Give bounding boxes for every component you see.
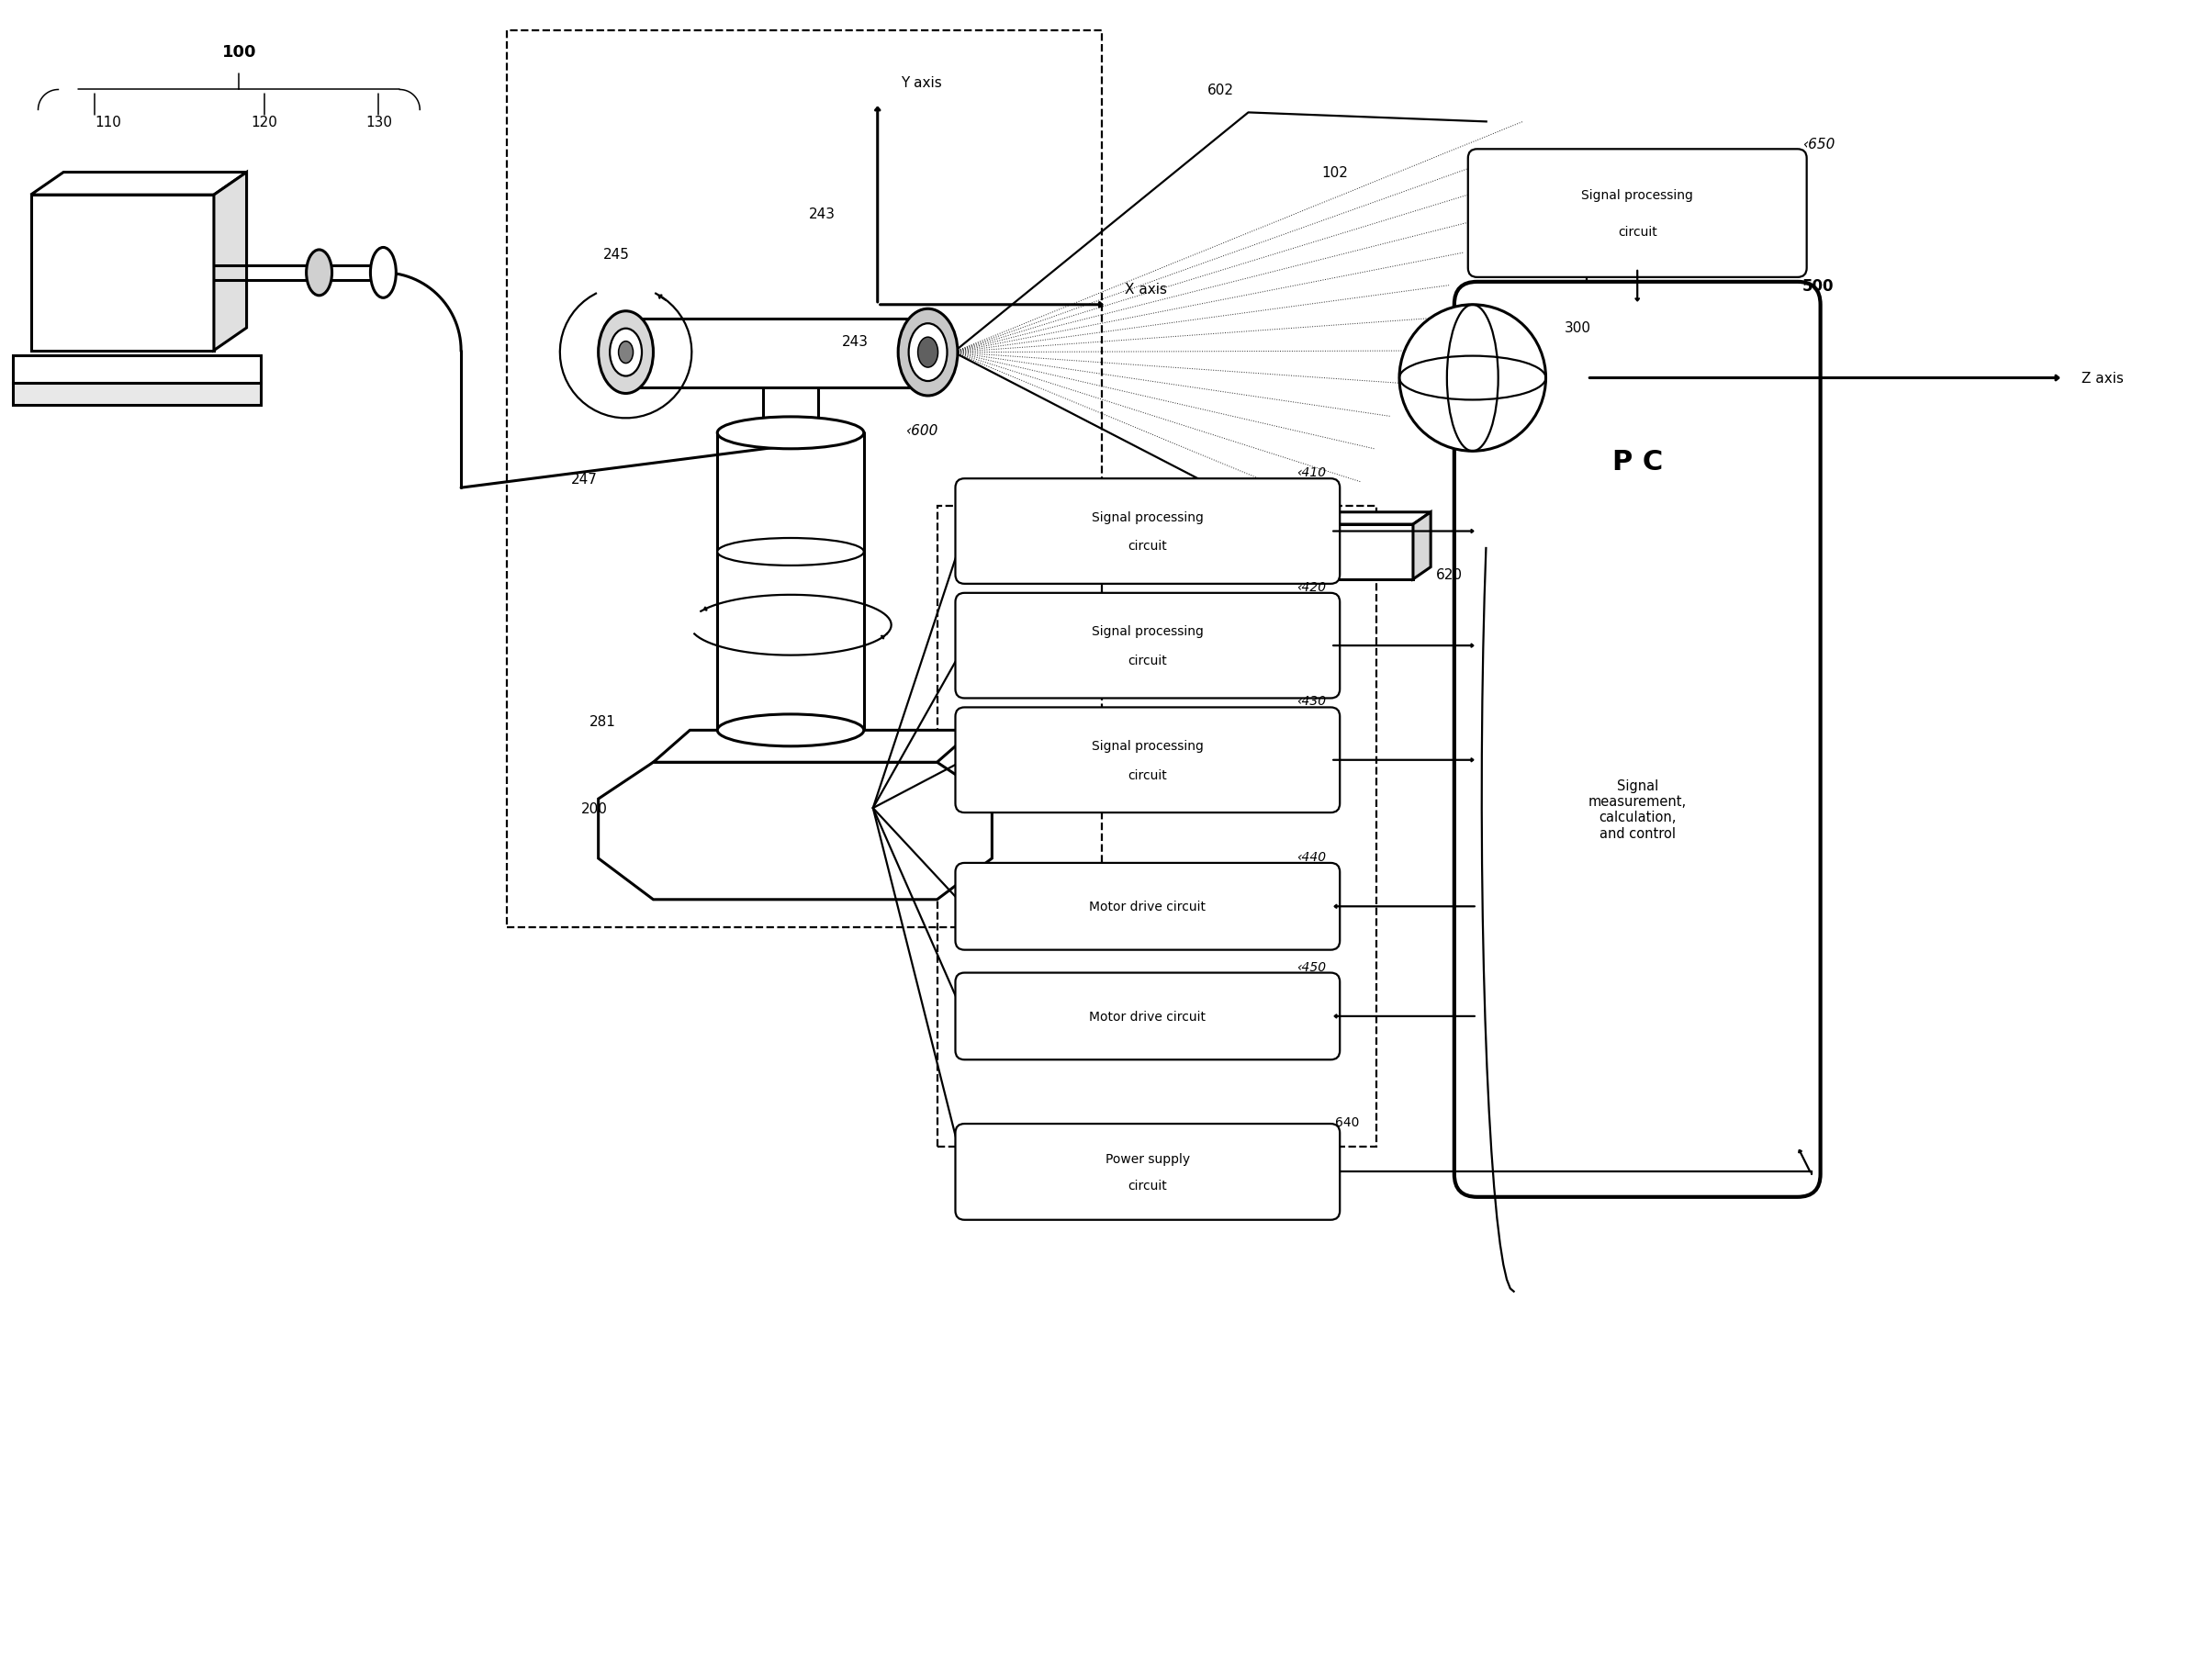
Text: 200: 200 xyxy=(581,801,607,815)
Text: 640: 640 xyxy=(1335,1116,1360,1129)
Text: Motor drive circuit: Motor drive circuit xyxy=(1089,1010,1206,1023)
Text: 620: 620 xyxy=(1437,568,1463,581)
Text: 120: 120 xyxy=(251,116,277,129)
Text: 243: 243 xyxy=(843,334,869,349)
FancyBboxPatch shape xyxy=(955,864,1340,951)
FancyBboxPatch shape xyxy=(955,593,1340,699)
Text: Power supply: Power supply xyxy=(1104,1152,1190,1166)
Text: 110: 110 xyxy=(95,116,121,129)
Polygon shape xyxy=(1412,512,1430,580)
Ellipse shape xyxy=(370,249,396,299)
Text: circuit: circuit xyxy=(1129,768,1168,781)
Bar xyxy=(937,507,1377,1147)
Ellipse shape xyxy=(598,312,653,395)
FancyBboxPatch shape xyxy=(1467,150,1806,277)
Text: ‹430: ‹430 xyxy=(1296,696,1327,707)
Text: ‹440: ‹440 xyxy=(1296,850,1327,864)
Text: 245: 245 xyxy=(603,249,629,262)
Text: ‹400: ‹400 xyxy=(988,482,1021,496)
Polygon shape xyxy=(13,356,260,383)
Ellipse shape xyxy=(717,714,865,746)
Ellipse shape xyxy=(909,324,948,381)
Text: Signal processing: Signal processing xyxy=(1091,511,1203,524)
Text: ‹600: ‹600 xyxy=(904,425,937,438)
Polygon shape xyxy=(653,731,975,763)
Text: Z axis: Z axis xyxy=(2081,371,2123,385)
Text: Motor drive circuit: Motor drive circuit xyxy=(1089,900,1206,914)
Circle shape xyxy=(1399,306,1547,452)
Text: circuit: circuit xyxy=(1129,654,1168,667)
Ellipse shape xyxy=(717,417,865,450)
Polygon shape xyxy=(31,195,213,351)
Bar xyxy=(506,30,1102,927)
Ellipse shape xyxy=(717,539,865,566)
Ellipse shape xyxy=(917,338,937,368)
Polygon shape xyxy=(31,173,246,195)
Text: 602: 602 xyxy=(1208,84,1234,97)
Text: 500: 500 xyxy=(1802,277,1835,294)
Text: 281: 281 xyxy=(590,714,616,729)
Text: Signal processing: Signal processing xyxy=(1582,190,1694,202)
Text: 100: 100 xyxy=(222,44,255,60)
Text: circuit: circuit xyxy=(1617,225,1657,239)
Text: 130: 130 xyxy=(365,116,392,129)
Polygon shape xyxy=(598,763,992,900)
FancyBboxPatch shape xyxy=(1454,282,1819,1198)
Text: Y axis: Y axis xyxy=(900,77,942,91)
Text: 102: 102 xyxy=(1322,166,1349,180)
Text: ‹450: ‹450 xyxy=(1296,961,1327,973)
FancyBboxPatch shape xyxy=(955,479,1340,585)
Text: ‹650: ‹650 xyxy=(1802,138,1835,151)
Ellipse shape xyxy=(618,343,634,365)
Text: 247: 247 xyxy=(570,472,598,486)
Text: circuit: circuit xyxy=(1129,539,1168,553)
FancyBboxPatch shape xyxy=(955,1124,1340,1220)
Text: P C: P C xyxy=(1613,449,1663,475)
Text: Signal processing: Signal processing xyxy=(1091,625,1203,638)
Text: circuit: circuit xyxy=(1129,1179,1168,1191)
Polygon shape xyxy=(1313,512,1430,524)
Ellipse shape xyxy=(898,309,957,396)
Text: 243: 243 xyxy=(810,207,836,220)
Text: 300: 300 xyxy=(1564,321,1591,334)
Polygon shape xyxy=(13,383,260,407)
Text: X axis: X axis xyxy=(1124,282,1166,296)
Polygon shape xyxy=(1313,524,1412,580)
Ellipse shape xyxy=(306,250,332,296)
FancyBboxPatch shape xyxy=(955,707,1340,813)
Ellipse shape xyxy=(609,329,642,376)
Text: ‹420: ‹420 xyxy=(1296,581,1327,593)
Text: Signal
measurement,
calculation,
and control: Signal measurement, calculation, and con… xyxy=(1588,778,1687,840)
Polygon shape xyxy=(213,173,246,351)
FancyBboxPatch shape xyxy=(955,973,1340,1060)
Text: ‹410: ‹410 xyxy=(1296,467,1327,479)
Polygon shape xyxy=(625,319,928,388)
Text: Signal processing: Signal processing xyxy=(1091,739,1203,753)
